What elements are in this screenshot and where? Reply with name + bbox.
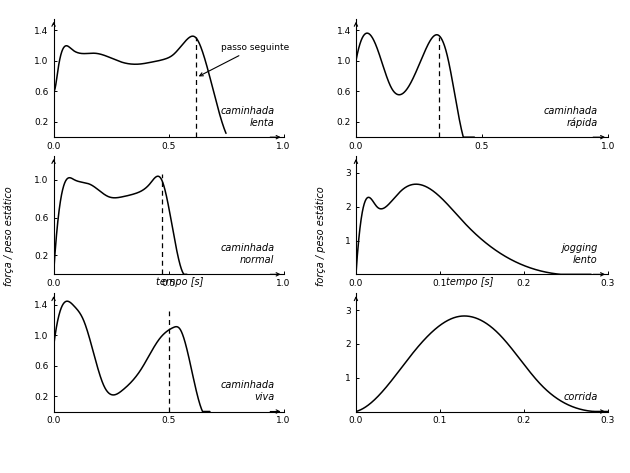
Text: corrida: corrida bbox=[563, 392, 598, 402]
Text: passo seguinte: passo seguinte bbox=[200, 43, 290, 76]
Text: força / peso estático: força / peso estático bbox=[315, 187, 326, 286]
Text: tempo [s]: tempo [s] bbox=[445, 277, 493, 287]
Text: jogging
lento: jogging lento bbox=[561, 243, 598, 265]
Text: caminhada
lenta: caminhada lenta bbox=[220, 106, 274, 128]
Text: caminhada
rápida: caminhada rápida bbox=[544, 105, 598, 128]
Text: tempo [s]: tempo [s] bbox=[156, 277, 203, 287]
Text: caminhada
viva: caminhada viva bbox=[220, 380, 274, 402]
Text: caminhada
normal: caminhada normal bbox=[220, 243, 274, 265]
Text: força / peso estático: força / peso estático bbox=[3, 187, 14, 286]
